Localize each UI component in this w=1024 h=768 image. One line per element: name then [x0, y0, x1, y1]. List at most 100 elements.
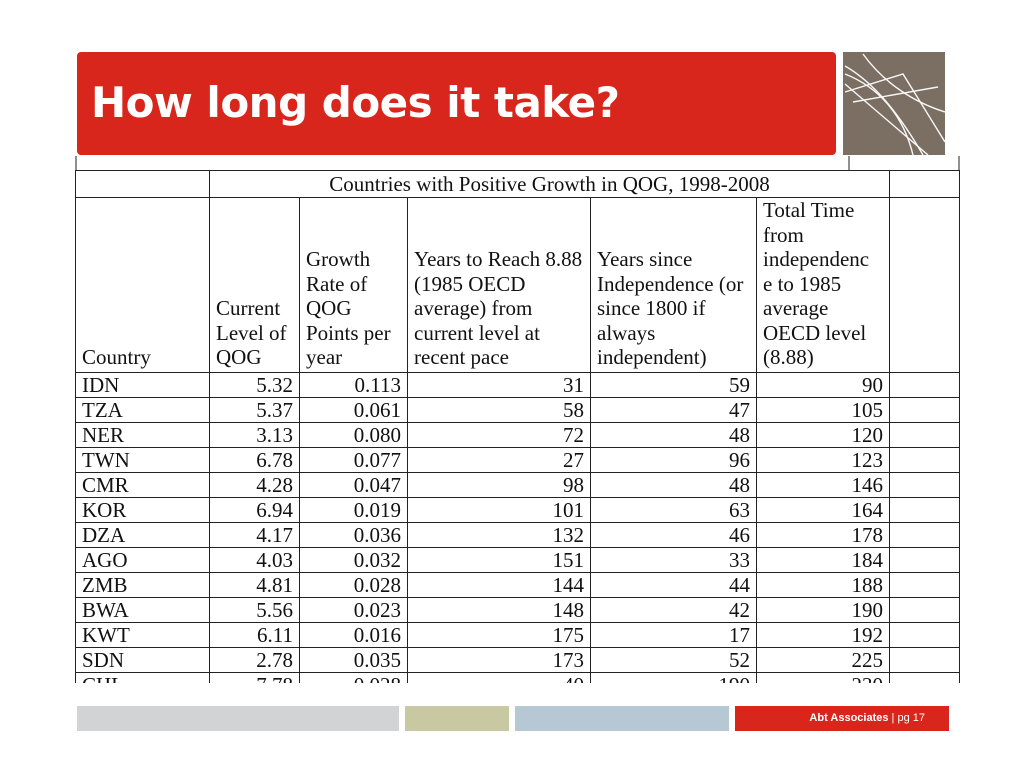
- cell-years-to-reach: 151: [407, 546, 591, 573]
- slide-title: How long does it take?: [91, 78, 620, 127]
- title-banner: How long does it take?: [77, 52, 836, 155]
- cell-years-to-reach: 175: [407, 621, 591, 648]
- cell-current-level: 4.03: [209, 546, 300, 573]
- cell-years-since-independence: 48: [590, 471, 757, 498]
- cell-empty: [889, 621, 960, 648]
- footer-page-number: pg 17: [897, 712, 925, 724]
- header-growth-rate: Growth Rate of QOG Points per year: [299, 197, 408, 373]
- footer-separator: |: [888, 712, 898, 724]
- cell-empty: [889, 446, 960, 473]
- cell-total-time: 188: [756, 571, 890, 598]
- cell-total-time: 90: [756, 371, 890, 398]
- cell-years-to-reach: 40: [407, 671, 591, 683]
- table-body: IDN 5.32 0.113 31 59 90 TZA 5.37 0.061 5…: [75, 371, 960, 683]
- cell-empty: [889, 496, 960, 523]
- cell-total-time: 192: [756, 621, 890, 648]
- cell-years-since-independence: 42: [590, 596, 757, 623]
- table-row: NER 3.13 0.080 72 48 120: [75, 421, 960, 448]
- qog-table-image: Countries with Positive Growth in QOG, 1…: [75, 156, 960, 683]
- cell-current-level: 6.78: [209, 446, 300, 473]
- footer-label: Abt Associates | pg 17: [809, 712, 949, 724]
- footer-brand: Abt Associates: [809, 712, 889, 724]
- cell-years-since-independence: 17: [590, 621, 757, 648]
- footer-bar-blue: [515, 706, 729, 731]
- cell-growth-rate: 0.061: [299, 396, 408, 423]
- cell-total-time: 190: [756, 596, 890, 623]
- cell-current-level: 6.11: [209, 621, 300, 648]
- cell-country: NER: [75, 421, 210, 448]
- cell-current-level: 6.94: [209, 496, 300, 523]
- table-row: CHL 7.78 0.028 40 190 230: [75, 671, 960, 683]
- cell-current-level: 5.32: [209, 371, 300, 398]
- table-row: TWN 6.78 0.077 27 96 123: [75, 446, 960, 473]
- cell-growth-rate: 0.080: [299, 421, 408, 448]
- cell-country: CHL: [75, 671, 210, 683]
- cell-total-time: 225: [756, 646, 890, 673]
- header-years-to-reach: Years to Reach 8.88 (1985 OECD average) …: [407, 197, 591, 373]
- cell-growth-rate: 0.036: [299, 521, 408, 548]
- cell-country: IDN: [75, 371, 210, 398]
- cell-empty: [889, 396, 960, 423]
- cell-current-level: 4.81: [209, 571, 300, 598]
- cell-years-since-independence: 44: [590, 571, 757, 598]
- table-row: KWT 6.11 0.016 175 17 192: [75, 621, 960, 648]
- cell-total-time: 105: [756, 396, 890, 423]
- footer-bar-red: Abt Associates | pg 17: [735, 706, 949, 731]
- cell-empty: [889, 646, 960, 673]
- cell-country: BWA: [75, 596, 210, 623]
- cell-years-since-independence: 48: [590, 421, 757, 448]
- cell-years-since-independence: 33: [590, 546, 757, 573]
- cell-current-level: 4.17: [209, 521, 300, 548]
- cell-total-time: 164: [756, 496, 890, 523]
- table-row: ZMB 4.81 0.028 144 44 188: [75, 571, 960, 598]
- cell-country: CMR: [75, 471, 210, 498]
- table-row: KOR 6.94 0.019 101 63 164: [75, 496, 960, 523]
- cell-current-level: 7.78: [209, 671, 300, 683]
- cell-empty: [889, 471, 960, 498]
- cell-years-to-reach: 132: [407, 521, 591, 548]
- cell-country: TZA: [75, 396, 210, 423]
- cell-years-to-reach: 98: [407, 471, 591, 498]
- table-caption-row: Countries with Positive Growth in QOG, 1…: [75, 170, 960, 198]
- cell-years-since-independence: 46: [590, 521, 757, 548]
- cell-growth-rate: 0.023: [299, 596, 408, 623]
- cell-country: DZA: [75, 521, 210, 548]
- table-top-border: [75, 156, 960, 170]
- cell-growth-rate: 0.032: [299, 546, 408, 573]
- header-total-time: Total Time from independenc e to 1985 av…: [756, 197, 890, 373]
- abt-logo: [843, 52, 945, 155]
- cell-years-since-independence: 52: [590, 646, 757, 673]
- table-row: SDN 2.78 0.035 173 52 225: [75, 646, 960, 673]
- cell-empty: [889, 671, 960, 683]
- cell-country: ZMB: [75, 571, 210, 598]
- cell-empty: [889, 421, 960, 448]
- cell-growth-rate: 0.035: [299, 646, 408, 673]
- cell-years-to-reach: 31: [407, 371, 591, 398]
- cell-growth-rate: 0.019: [299, 496, 408, 523]
- cell-country: KOR: [75, 496, 210, 523]
- cell-years-to-reach: 58: [407, 396, 591, 423]
- cell-current-level: 5.37: [209, 396, 300, 423]
- cell-years-since-independence: 96: [590, 446, 757, 473]
- footer-bar-gray: [77, 706, 399, 731]
- header-empty: [889, 197, 960, 373]
- cell-growth-rate: 0.028: [299, 571, 408, 598]
- cell-current-level: 5.56: [209, 596, 300, 623]
- cell-total-time: 178: [756, 521, 890, 548]
- table-row: BWA 5.56 0.023 148 42 190: [75, 596, 960, 623]
- table-row: AGO 4.03 0.032 151 33 184: [75, 546, 960, 573]
- cell-empty: [889, 521, 960, 548]
- cell-total-time: 184: [756, 546, 890, 573]
- cell-years-to-reach: 101: [407, 496, 591, 523]
- cell-total-time: 230: [756, 671, 890, 683]
- cell-years-to-reach: 27: [407, 446, 591, 473]
- cell-growth-rate: 0.047: [299, 471, 408, 498]
- header-country: Country: [75, 197, 210, 373]
- cell-years-since-independence: 47: [590, 396, 757, 423]
- logo-lines-icon: [844, 53, 945, 155]
- table-row: CMR 4.28 0.047 98 48 146: [75, 471, 960, 498]
- cell-current-level: 2.78: [209, 646, 300, 673]
- table-caption: Countries with Positive Growth in QOG, 1…: [209, 170, 890, 198]
- table-row: DZA 4.17 0.036 132 46 178: [75, 521, 960, 548]
- cell-current-level: 3.13: [209, 421, 300, 448]
